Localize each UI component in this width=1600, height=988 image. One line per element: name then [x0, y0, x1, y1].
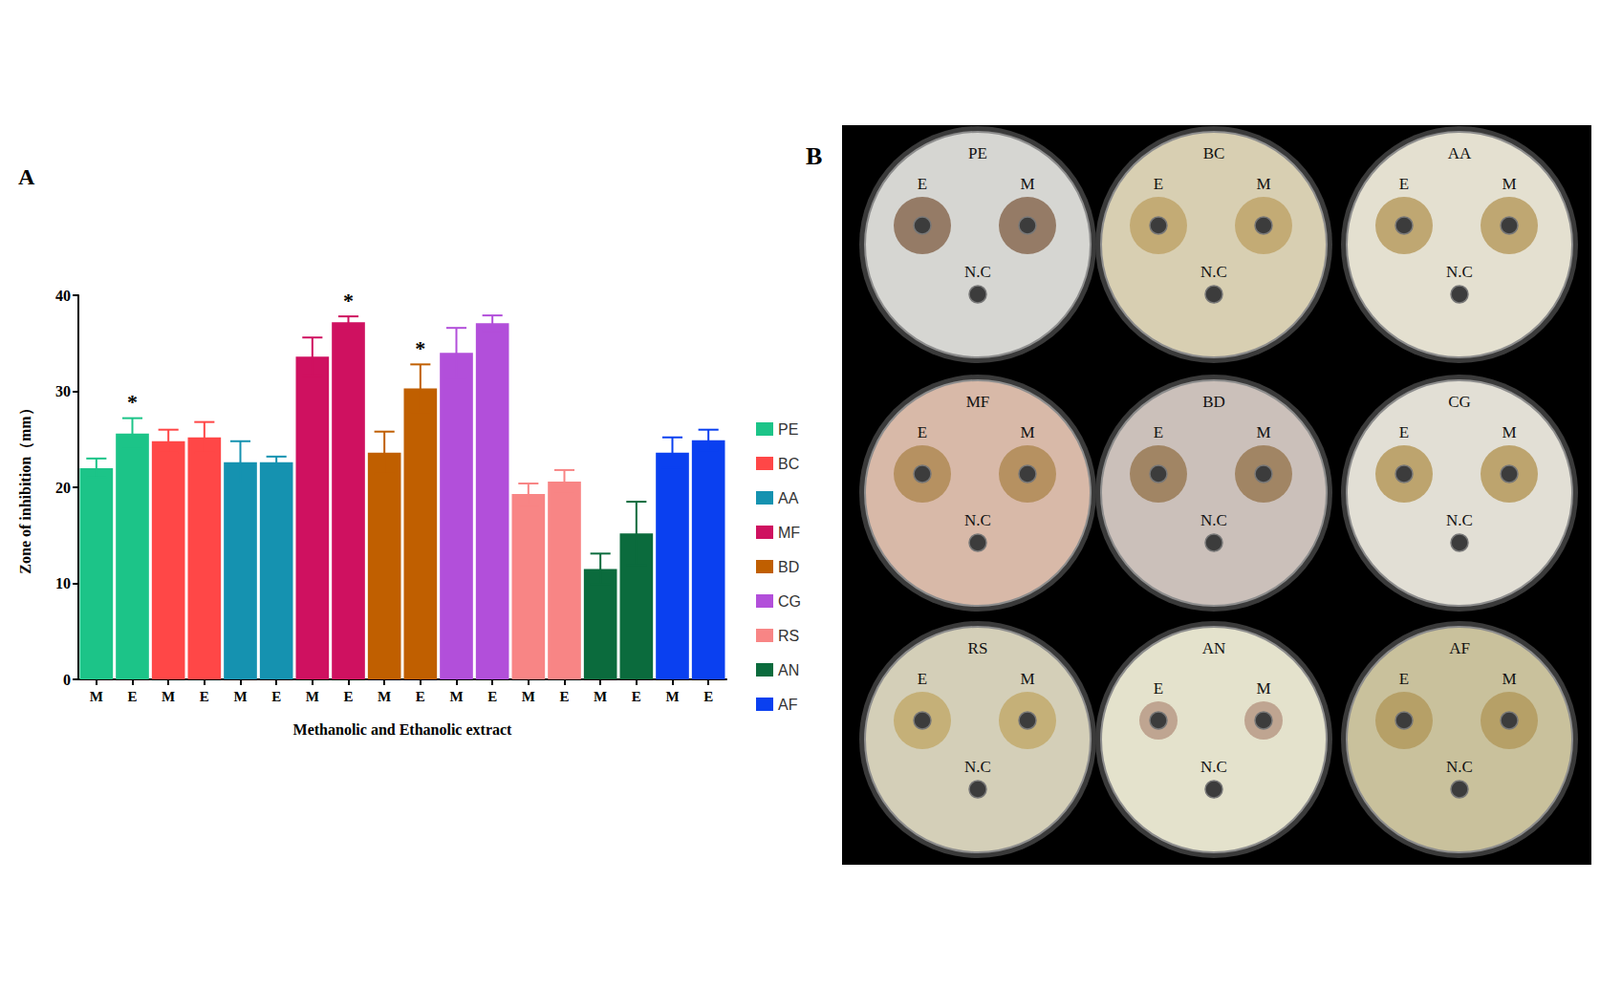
svg-text:M: M: [1019, 423, 1035, 442]
svg-text:N.C: N.C: [1200, 262, 1228, 282]
svg-text:E: E: [559, 689, 569, 705]
svg-text:M: M: [665, 689, 679, 705]
svg-text:AF: AF: [778, 696, 799, 714]
svg-text:E: E: [415, 689, 426, 705]
svg-text:E: E: [1153, 679, 1164, 698]
svg-text:E: E: [1399, 174, 1409, 194]
svg-text:N.C: N.C: [964, 757, 992, 777]
svg-text:30: 30: [55, 383, 71, 400]
svg-text:*: *: [343, 288, 354, 313]
svg-text:N.C: N.C: [1200, 511, 1228, 530]
svg-text:E: E: [1153, 174, 1164, 194]
svg-text:B: B: [805, 142, 822, 171]
svg-text:BD: BD: [778, 559, 800, 576]
svg-text:Zone of inhibition（mm）: Zone of inhibition（mm）: [17, 400, 35, 574]
svg-text:AN: AN: [778, 662, 800, 679]
svg-text:N.C: N.C: [1446, 511, 1473, 530]
svg-text:M: M: [1255, 679, 1271, 698]
svg-text:E: E: [917, 174, 928, 194]
svg-text:PE: PE: [778, 421, 799, 438]
svg-text:BC: BC: [778, 455, 800, 473]
svg-text:E: E: [487, 689, 498, 705]
svg-text:MF: MF: [966, 392, 991, 411]
svg-text:40: 40: [55, 287, 71, 304]
svg-text:M: M: [1501, 174, 1516, 194]
svg-text:M: M: [1255, 423, 1271, 442]
svg-text:M: M: [305, 689, 320, 705]
svg-text:E: E: [917, 670, 928, 689]
svg-text:PE: PE: [968, 144, 988, 163]
svg-text:M: M: [449, 689, 463, 705]
svg-text:M: M: [233, 689, 247, 705]
svg-text:N.C: N.C: [964, 511, 992, 530]
svg-text:CG: CG: [778, 593, 801, 610]
svg-text:AA: AA: [778, 490, 800, 507]
svg-text:BC: BC: [1203, 144, 1226, 163]
svg-text:*: *: [414, 336, 426, 361]
svg-text:E: E: [271, 689, 282, 705]
svg-text:AN: AN: [1202, 639, 1227, 658]
svg-text:AA: AA: [1448, 144, 1472, 163]
svg-text:RS: RS: [778, 627, 800, 645]
svg-text:N.C: N.C: [964, 262, 992, 282]
svg-text:M: M: [377, 689, 391, 705]
svg-text:N.C: N.C: [1446, 262, 1473, 282]
svg-text:0: 0: [63, 671, 71, 689]
svg-text:M: M: [1501, 670, 1516, 689]
svg-text:MF: MF: [778, 524, 800, 541]
svg-text:M: M: [1501, 423, 1516, 442]
svg-text:10: 10: [55, 575, 71, 592]
svg-text:M: M: [1019, 174, 1035, 194]
svg-text:AF: AF: [1448, 639, 1471, 658]
svg-text:M: M: [161, 689, 175, 705]
svg-text:N.C: N.C: [1200, 757, 1228, 777]
svg-text:E: E: [199, 689, 210, 705]
svg-text:E: E: [127, 689, 137, 705]
svg-text:M: M: [1019, 670, 1035, 689]
svg-text:BD: BD: [1202, 392, 1226, 411]
svg-text:E: E: [631, 689, 642, 705]
svg-text:E: E: [343, 689, 353, 705]
svg-text:M: M: [1255, 174, 1271, 194]
svg-text:N.C: N.C: [1446, 757, 1473, 777]
svg-text:20: 20: [55, 479, 71, 497]
svg-text:E: E: [917, 423, 928, 442]
svg-text:CG: CG: [1448, 392, 1471, 411]
svg-text:M: M: [521, 689, 536, 705]
svg-text:E: E: [703, 689, 714, 705]
svg-text:E: E: [1399, 423, 1409, 442]
svg-text:M: M: [89, 689, 104, 705]
svg-text:Methanolic and Ethanolic extra: Methanolic and Ethanolic extract: [293, 721, 514, 738]
svg-text:A: A: [18, 164, 36, 190]
svg-text:E: E: [1399, 670, 1409, 689]
svg-text:E: E: [1153, 423, 1164, 442]
svg-text:RS: RS: [968, 639, 989, 658]
svg-text:M: M: [593, 689, 607, 705]
svg-text:*: *: [127, 389, 138, 414]
